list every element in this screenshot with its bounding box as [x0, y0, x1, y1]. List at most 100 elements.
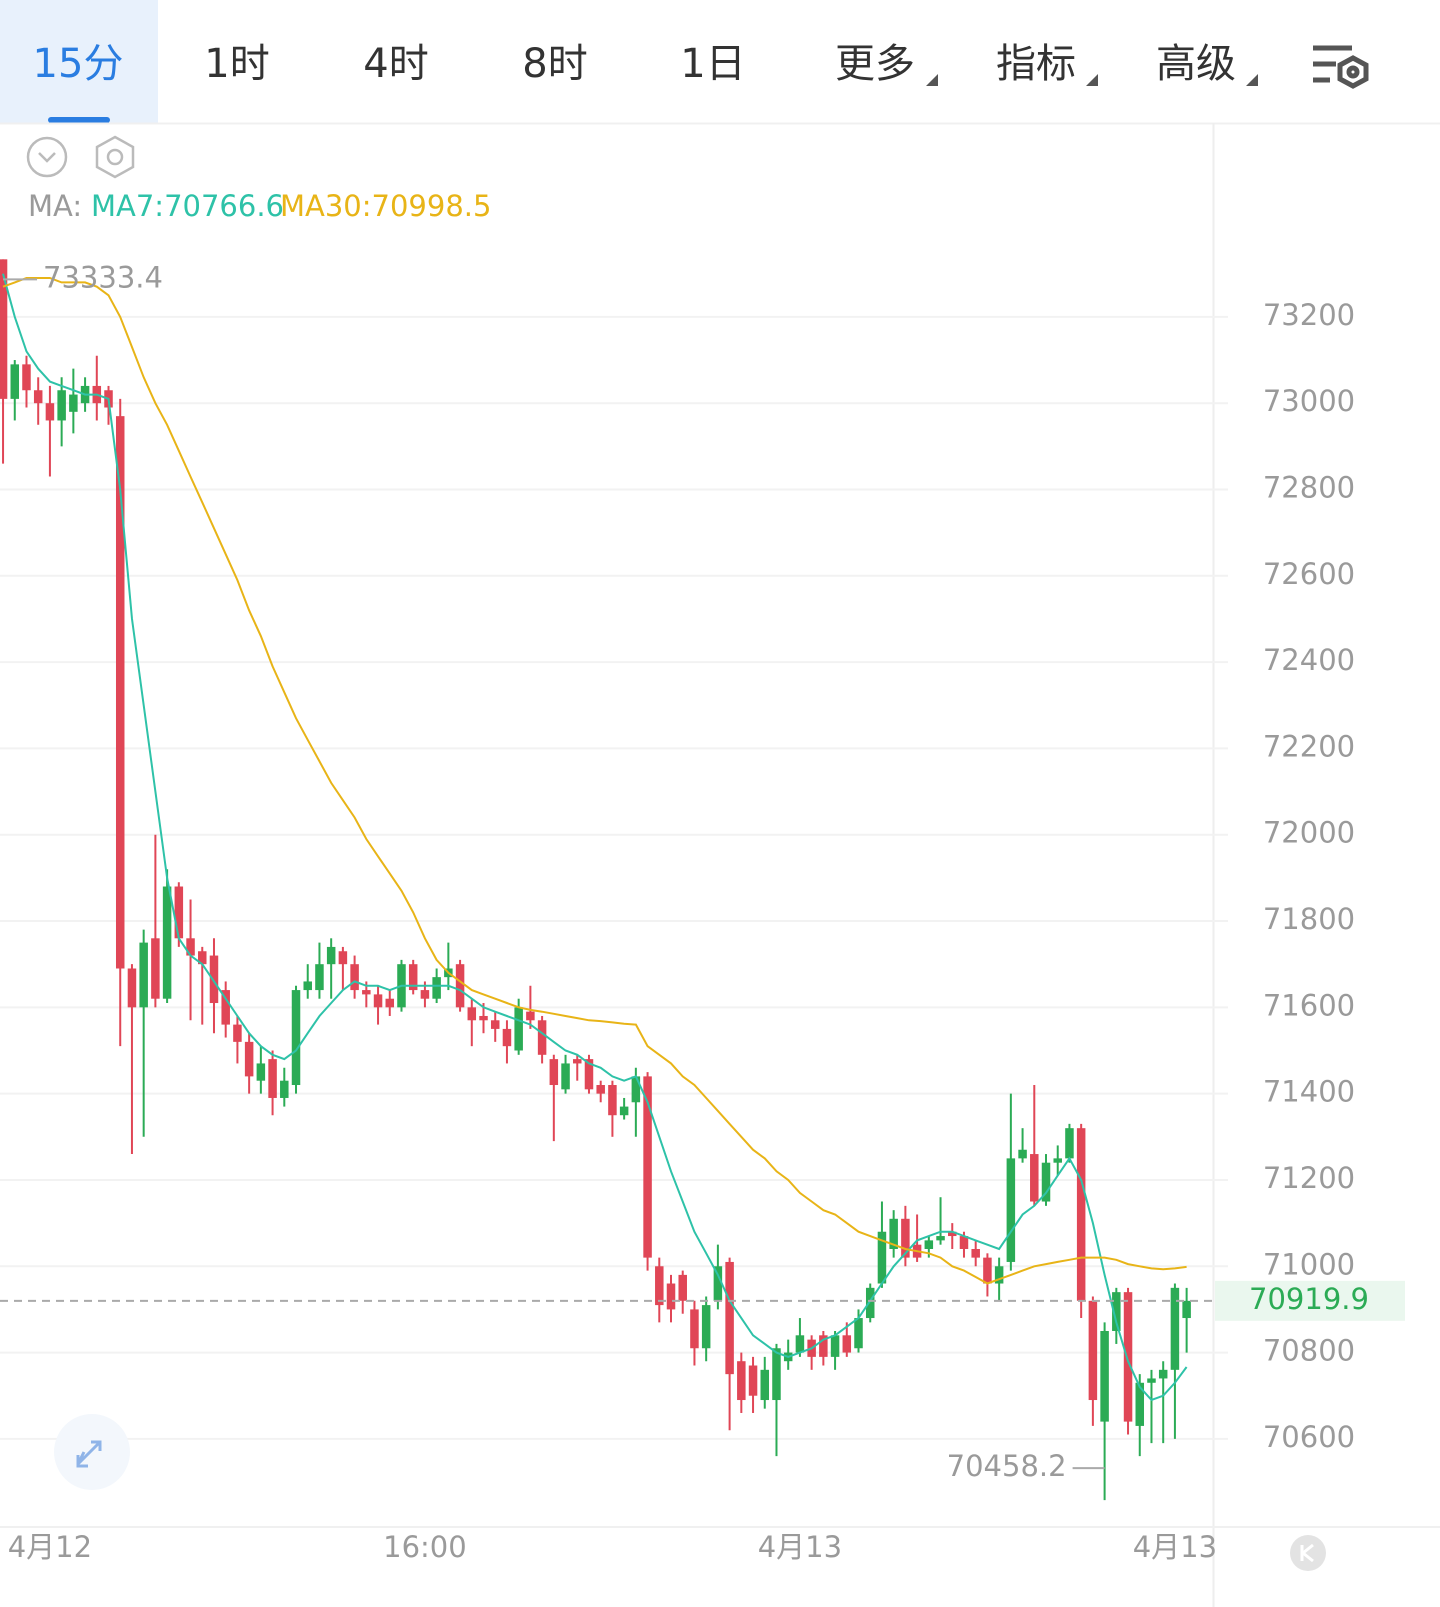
- candle-body: [233, 1024, 242, 1042]
- candle-body: [983, 1257, 992, 1284]
- candle-body: [10, 364, 20, 399]
- x-tick-label: 4月13: [758, 1530, 842, 1564]
- candle-body: [514, 1007, 523, 1051]
- candle-body: [1030, 1154, 1039, 1202]
- candle-body: [865, 1287, 875, 1319]
- tab[interactable]: 指标: [996, 41, 1076, 87]
- candle-body: [1158, 1369, 1168, 1379]
- y-tick-label: 72800: [1263, 471, 1355, 505]
- y-tick-label: 72600: [1263, 557, 1355, 591]
- candle-body: [854, 1318, 863, 1349]
- candle-body: [338, 951, 348, 965]
- candle-body: [1006, 1158, 1016, 1262]
- candle-body: [830, 1335, 840, 1357]
- candle-body: [291, 990, 301, 1086]
- y-tick-label: 71600: [1263, 988, 1355, 1022]
- candle-body: [1135, 1382, 1145, 1426]
- ma-legend: MA7:70766.6: [91, 189, 284, 223]
- tab[interactable]: 15分: [33, 41, 124, 87]
- candle-body: [901, 1218, 910, 1258]
- candle-body: [244, 1041, 254, 1077]
- candle-body: [655, 1266, 664, 1306]
- collapse-icon[interactable]: [26, 136, 68, 178]
- candle-body: [690, 1309, 699, 1349]
- candle-body: [1088, 1300, 1098, 1401]
- tab[interactable]: 更多: [835, 41, 915, 87]
- candle-body: [619, 1106, 629, 1116]
- y-tick-label: 73000: [1263, 384, 1355, 418]
- candle-body: [959, 1236, 969, 1249]
- active-tab-indicator: [48, 117, 110, 123]
- candle-body: [326, 946, 336, 965]
- expand-button[interactable]: [54, 1414, 130, 1490]
- candle-body: [45, 403, 55, 421]
- dropdown-triangle: [1246, 74, 1258, 86]
- y-tick-label: 73200: [1263, 298, 1355, 332]
- candle-body: [537, 1020, 547, 1055]
- candle-body: [268, 1059, 277, 1098]
- candle-body: [701, 1305, 711, 1349]
- candle-body: [971, 1248, 980, 1258]
- candle-body: [1076, 1128, 1086, 1301]
- candle-body: [408, 964, 418, 991]
- candle-body: [385, 998, 395, 1008]
- last-price-label: 70919.9: [1249, 1282, 1369, 1316]
- candle-body: [819, 1335, 828, 1357]
- candle-body: [889, 1218, 898, 1249]
- tab[interactable]: 高级: [1156, 41, 1236, 87]
- candle-body: [1112, 1292, 1121, 1331]
- tab[interactable]: 1时: [204, 41, 269, 87]
- candle-body: [151, 938, 160, 999]
- candle-body: [760, 1369, 770, 1401]
- settings-hex-icon[interactable]: [95, 135, 135, 179]
- candle-body: [1100, 1330, 1109, 1422]
- candle-body: [127, 968, 137, 1008]
- candle-body: [198, 951, 207, 965]
- y-tick-label: 72000: [1263, 816, 1355, 850]
- tab[interactable]: 1日: [680, 41, 745, 87]
- candle-body: [631, 1076, 641, 1103]
- candle-body: [139, 942, 148, 1008]
- candle-body: [420, 990, 430, 999]
- candle-body: [22, 364, 31, 391]
- candle-body: [608, 1085, 617, 1116]
- candle-body: [924, 1240, 934, 1249]
- candle-body: [678, 1274, 687, 1301]
- candle-body: [362, 990, 371, 995]
- candle-body: [186, 938, 195, 956]
- candle-body: [0, 259, 8, 399]
- candle-body: [772, 1348, 781, 1401]
- candle-body: [842, 1335, 852, 1353]
- tab[interactable]: 4时: [363, 41, 428, 87]
- candle-body: [1123, 1292, 1133, 1422]
- candle-body: [737, 1361, 746, 1401]
- x-tick-label: 4月12: [8, 1530, 92, 1564]
- candle-body: [1182, 1300, 1191, 1319]
- k-button[interactable]: [1290, 1535, 1326, 1571]
- tab[interactable]: 8时: [522, 41, 587, 87]
- settings-icon[interactable]: [1313, 45, 1369, 89]
- x-tick-label: 4月13: [1133, 1530, 1217, 1564]
- candle-body: [467, 1007, 477, 1021]
- candle-body: [1147, 1378, 1156, 1383]
- plot: 70919.9 73333.4 70458.2: [0, 259, 1405, 1501]
- y-tick-label: 71200: [1263, 1161, 1355, 1195]
- candle-body: [33, 390, 43, 404]
- candle-body: [1041, 1162, 1051, 1202]
- candle-body: [303, 981, 312, 991]
- candle-body: [455, 964, 465, 1008]
- y-tick-label: 70600: [1263, 1420, 1355, 1454]
- candle-body: [221, 990, 230, 1025]
- candle-body: [561, 1063, 570, 1090]
- candle-body: [115, 416, 125, 969]
- candle-body: [748, 1365, 758, 1396]
- candle-body: [490, 1020, 500, 1029]
- candle-body: [725, 1261, 734, 1375]
- ma-line: [2, 273, 1188, 1402]
- candle-body: [1065, 1128, 1074, 1159]
- last-price-bg: [1215, 1280, 1405, 1321]
- active-tab-bg: [0, 0, 158, 123]
- candle-body: [948, 1231, 957, 1237]
- ma-prefix: MA:: [28, 189, 82, 223]
